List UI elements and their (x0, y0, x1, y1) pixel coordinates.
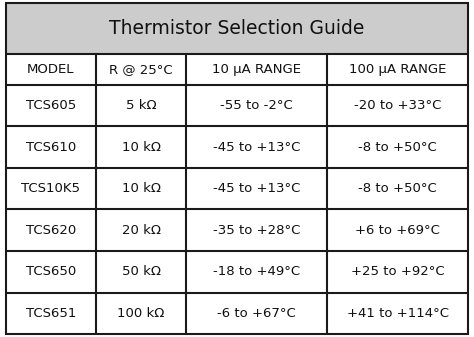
Text: -18 to +49°C: -18 to +49°C (213, 265, 300, 278)
Text: +25 to +92°C: +25 to +92°C (351, 265, 445, 278)
Bar (6, 210, 468, 251)
Bar (6, 168, 468, 210)
Text: 100 kΩ: 100 kΩ (118, 307, 164, 320)
Text: -35 to +28°C: -35 to +28°C (213, 224, 301, 237)
Text: 10 kΩ: 10 kΩ (121, 141, 161, 154)
Text: +6 to +69°C: +6 to +69°C (356, 224, 440, 237)
Text: 5 kΩ: 5 kΩ (126, 99, 156, 112)
Bar (6, 293, 468, 334)
Text: -8 to +50°C: -8 to +50°C (358, 141, 437, 154)
Text: TCS605: TCS605 (26, 99, 76, 112)
Text: Thermistor Selection Guide: Thermistor Selection Guide (109, 19, 365, 38)
Bar (6, 3, 468, 54)
Text: +41 to +114°C: +41 to +114°C (347, 307, 449, 320)
Text: -8 to +50°C: -8 to +50°C (358, 182, 437, 195)
Text: 50 kΩ: 50 kΩ (121, 265, 161, 278)
Text: R @ 25°C: R @ 25°C (109, 63, 173, 76)
Text: 100 μA RANGE: 100 μA RANGE (349, 63, 447, 76)
Bar (6, 54, 468, 85)
Text: 20 kΩ: 20 kΩ (121, 224, 161, 237)
Bar (6, 126, 468, 168)
Text: -6 to +67°C: -6 to +67°C (217, 307, 296, 320)
Text: TCS620: TCS620 (26, 224, 76, 237)
Text: TCS10K5: TCS10K5 (21, 182, 80, 195)
Text: TCS650: TCS650 (26, 265, 76, 278)
Text: 10 kΩ: 10 kΩ (121, 182, 161, 195)
Text: 10 μA RANGE: 10 μA RANGE (212, 63, 301, 76)
Bar (6, 251, 468, 293)
Text: -45 to +13°C: -45 to +13°C (213, 182, 301, 195)
Text: TCS651: TCS651 (26, 307, 76, 320)
Text: TCS610: TCS610 (26, 141, 76, 154)
Text: -55 to -2°C: -55 to -2°C (220, 99, 293, 112)
Text: -45 to +13°C: -45 to +13°C (213, 141, 301, 154)
Text: -20 to +33°C: -20 to +33°C (354, 99, 441, 112)
Text: MODEL: MODEL (27, 63, 74, 76)
Bar (6, 85, 468, 126)
